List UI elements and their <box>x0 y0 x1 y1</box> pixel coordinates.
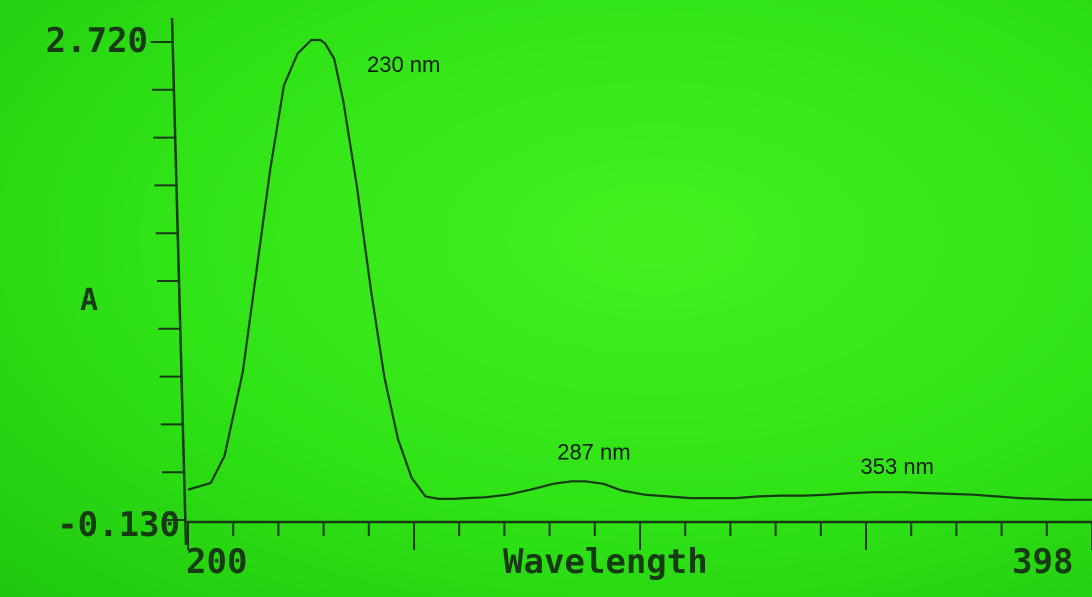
chart-ticks <box>150 41 1092 550</box>
y-tick-label-min: -0.130 <box>57 505 180 545</box>
absorbance-trace <box>187 38 1092 501</box>
chart-axes <box>170 17 1092 546</box>
x-tick-label-max: 398 <box>1012 542 1073 582</box>
x-axis-label: Wavelength <box>503 542 708 582</box>
peak-label: 353 nm <box>861 454 934 479</box>
peak-label: 287 nm <box>557 439 630 464</box>
peak-annotations: 230 nm 287 nm 353 nm <box>367 52 934 479</box>
y-tick-label-max: 2.720 <box>46 21 148 61</box>
peak-label: 230 nm <box>367 52 440 77</box>
y-axis-line <box>170 17 188 546</box>
y-axis-label: A <box>80 283 98 318</box>
x-tick-label-min: 200 <box>186 542 247 582</box>
